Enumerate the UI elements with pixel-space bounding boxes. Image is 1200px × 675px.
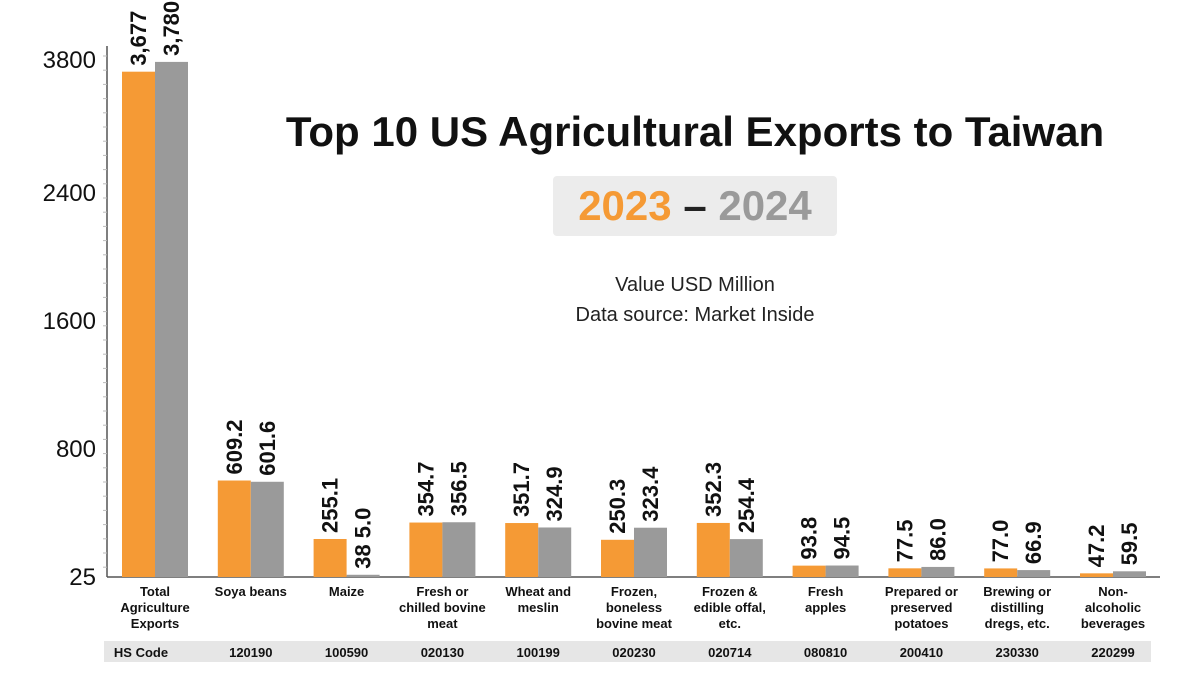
data-label-2024: 86.0: [925, 518, 950, 561]
x-tick-label: Fresh: [808, 584, 843, 599]
x-tick-label: boneless: [606, 600, 662, 615]
source-note: Data source: Market Inside: [575, 304, 815, 326]
x-tick-label: distilling: [990, 600, 1044, 615]
x-tick-label: bovine meat: [596, 616, 673, 631]
year-range-badge: 2023 – 2024: [553, 176, 837, 236]
bar-2024: [634, 527, 667, 577]
data-label-2023: 77.0: [988, 520, 1013, 563]
year-end: 2024: [718, 182, 812, 229]
x-tick-label: Agriculture: [120, 600, 189, 615]
bar-2024: [250, 481, 284, 577]
bar-2023: [313, 538, 347, 577]
year-separator: –: [683, 182, 707, 229]
hs-code: 020130: [421, 645, 464, 660]
x-tick-label: etc.: [719, 616, 741, 631]
x-tick-label: apples: [805, 600, 846, 615]
x-tick-label: Frozen &: [702, 584, 758, 599]
x-tick-label: chilled bovine: [399, 600, 486, 615]
year-start: 2023: [578, 182, 672, 229]
bar-2024: [921, 566, 955, 577]
x-tick-label: preserved: [890, 600, 952, 615]
x-tick-label: Soya beans: [215, 584, 287, 599]
x-tick-label: dregs, etc.: [985, 616, 1050, 631]
bar-2023: [1080, 573, 1113, 577]
x-tick-label: Wheat and: [505, 584, 571, 599]
hs-code: 120190: [229, 645, 272, 660]
x-tick-label: Total: [140, 584, 170, 599]
data-label-2024: 601.6: [255, 421, 280, 476]
bar-2024: [442, 522, 476, 577]
data-label-2023: 77.5: [892, 520, 917, 563]
chart-title: Top 10 US Agricultural Exports to Taiwan: [285, 108, 1105, 155]
data-label-2024: 38 5.0: [351, 508, 376, 569]
bar-2023: [409, 522, 443, 577]
data-label-2023: 255.1: [318, 478, 343, 533]
bar-2023: [792, 565, 826, 577]
hs-code: 100590: [325, 645, 368, 660]
x-tick-label: Frozen,: [611, 584, 657, 599]
hs-code-label: HS Code: [114, 645, 168, 660]
hs-code-band: [104, 641, 1151, 662]
bar-2023: [505, 523, 539, 577]
y-tick-label: 2400: [43, 180, 96, 207]
bar-2023: [601, 539, 634, 577]
y-tick-label: 1600: [43, 308, 96, 335]
x-tick-label: Prepared or: [885, 584, 958, 599]
data-label-2024: 3,780: [159, 1, 184, 56]
data-label-2023: 93.8: [797, 517, 822, 560]
data-label-2024: 254.4: [734, 477, 759, 533]
bar-2024: [1113, 571, 1146, 577]
bar-2024: [1017, 570, 1051, 577]
data-label-2023: 351.7: [509, 462, 534, 517]
x-tick-label: Fresh or: [416, 584, 468, 599]
data-label-2024: 94.5: [830, 517, 855, 560]
bar-2024: [346, 574, 380, 577]
data-label-2023: 250.3: [605, 479, 630, 534]
data-label-2023: 47.2: [1084, 525, 1109, 568]
hs-code: 200410: [900, 645, 943, 660]
data-label-2023: 354.7: [413, 461, 438, 516]
y-tick-label: 25: [69, 564, 96, 591]
hs-code: 220299: [1091, 645, 1134, 660]
bar-2024: [825, 565, 859, 577]
data-label-2024: 59.5: [1117, 522, 1142, 565]
x-tick-label: Non-: [1098, 584, 1128, 599]
x-tick-label: edible offal,: [694, 600, 766, 615]
bar-2023: [122, 71, 155, 577]
hs-code: 020230: [612, 645, 655, 660]
units-note: Value USD Million: [615, 274, 775, 296]
bar-2024: [538, 527, 572, 577]
data-label-2023: 352.3: [701, 462, 726, 517]
x-tick-label: Exports: [131, 616, 179, 631]
x-tick-label: Maize: [329, 584, 364, 599]
bar-2023: [217, 480, 251, 577]
hs-code: 020714: [708, 645, 752, 660]
bar-2024: [729, 539, 763, 577]
bar-2024: [155, 61, 188, 577]
data-label-2024: 66.9: [1021, 521, 1046, 564]
x-tick-label: meslin: [518, 600, 559, 615]
x-tick-label: meat: [427, 616, 458, 631]
x-tick-label: alcoholic: [1085, 600, 1141, 615]
data-label-2023: 609.2: [222, 419, 247, 474]
bar-2023: [984, 568, 1018, 577]
x-tick-label: potatoes: [894, 616, 948, 631]
x-tick-label: Brewing or: [983, 584, 1051, 599]
hs-code: 230330: [996, 645, 1039, 660]
bar-2023: [888, 568, 922, 577]
hs-code: 080810: [804, 645, 847, 660]
x-tick-label: beverages: [1081, 616, 1145, 631]
y-tick-label: 3800: [43, 47, 96, 74]
data-label-2024: 324.9: [542, 466, 567, 521]
hs-code: 100199: [517, 645, 560, 660]
y-tick-label: 800: [56, 436, 96, 463]
bar-2023: [696, 522, 730, 577]
data-label-2024: 323.4: [638, 466, 663, 522]
data-label-2023: 3,677: [126, 11, 151, 66]
data-label-2024: 356.5: [446, 461, 471, 516]
